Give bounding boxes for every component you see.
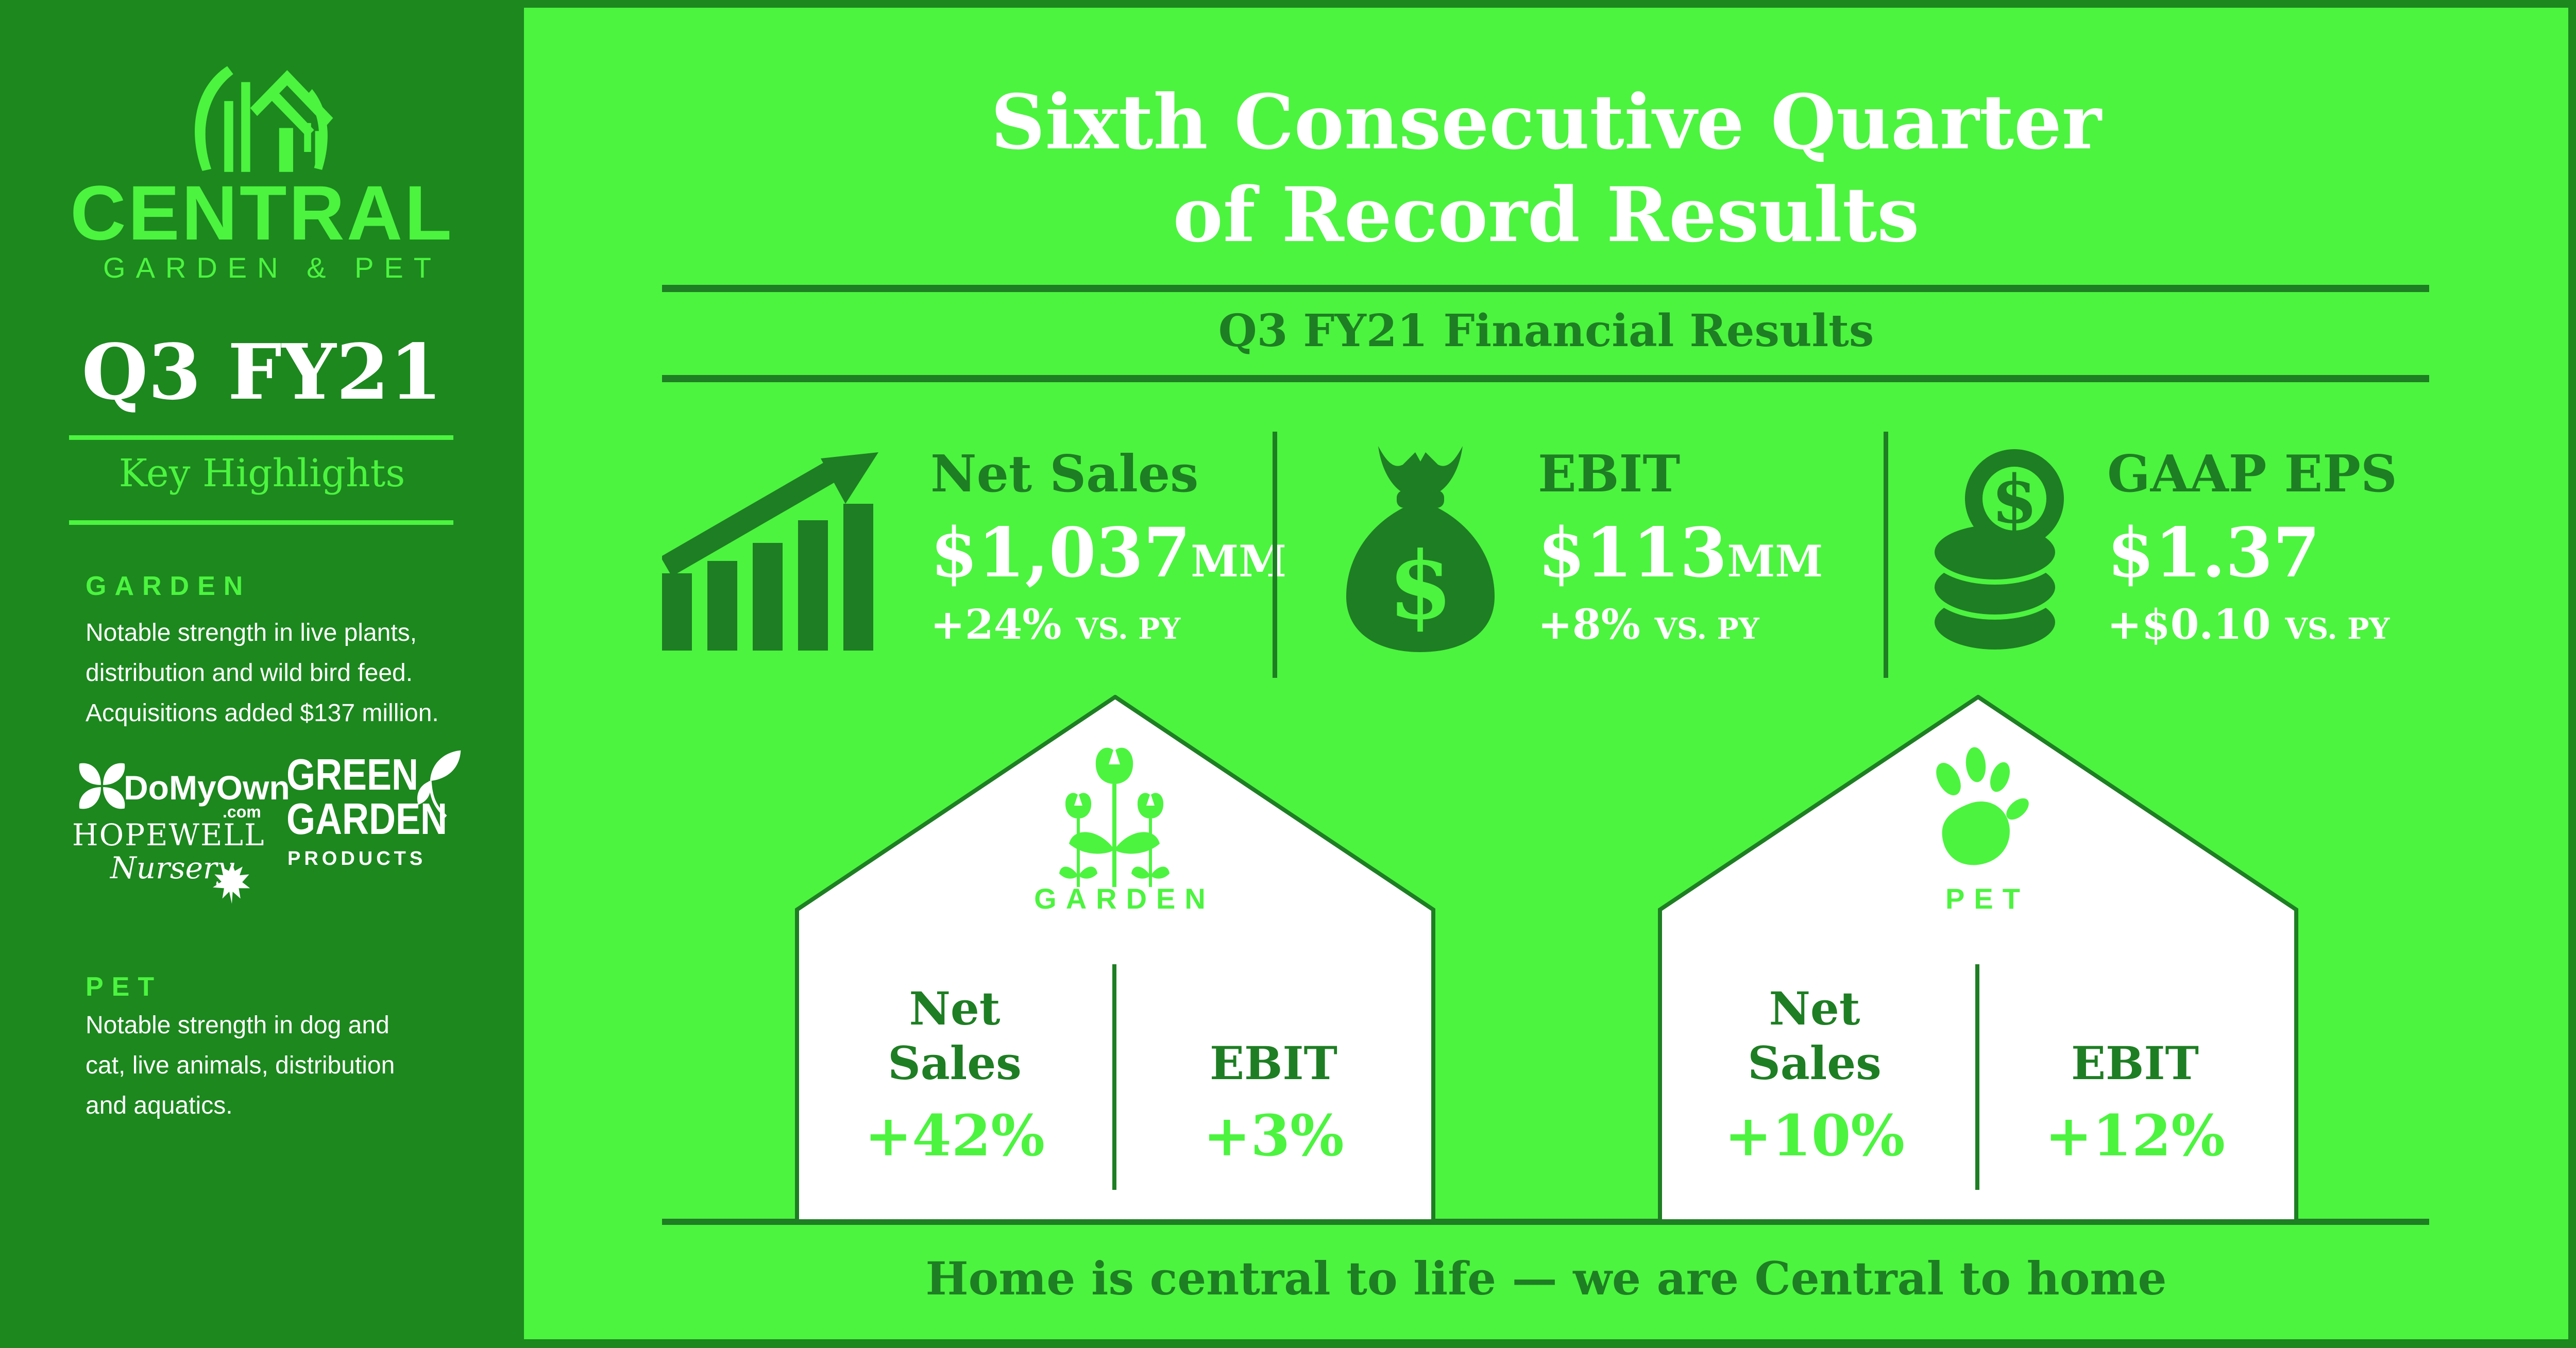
- kpi-gaap-eps-label: GAAP EPS: [2107, 445, 2397, 504]
- kpi-gaap-eps-amount: $1.37: [2107, 513, 2320, 593]
- pet-net-sales-label-text: Net Sales: [1748, 982, 1882, 1090]
- kpi-ebit-amount: $113: [1538, 513, 1727, 593]
- subtitle-rule-bottom: [662, 375, 2429, 382]
- kpi-net-sales: Net Sales $1,037MM +24% vs. PY: [930, 445, 1286, 645]
- garden-ebit-label-text: EBIT: [1209, 1036, 1338, 1090]
- kpi-gaap-eps-value: $1.37: [2107, 519, 2468, 587]
- tulips-icon: [1059, 747, 1170, 887]
- hopewell-nursery-script: Nursery: [110, 850, 234, 885]
- garden-stats-divider: [1112, 964, 1116, 1190]
- kpi-gaap-eps-delta-suffix: vs. PY: [2285, 612, 2390, 646]
- greengarden-line1: GREEN: [286, 750, 419, 799]
- logo-brand-name: CENTRAL: [70, 169, 454, 256]
- pet-section-body: Notable strength in dog and cat, live an…: [86, 1012, 395, 1119]
- domyown-petals-icon: [79, 763, 125, 809]
- quarter-title: Q3 FY21: [81, 327, 443, 417]
- subtitle: Q3 FY21 Financial Results: [1218, 305, 1874, 357]
- greengarden-line3: PRODUCTS: [287, 848, 427, 869]
- page-title-line1: Sixth Consecutive Quarter: [991, 78, 2102, 166]
- kpi-ebit-delta-suffix: vs. PY: [1654, 612, 1759, 646]
- pet-segment-name: PET: [1945, 882, 2029, 915]
- kpi-net-sales-amount: $1,037: [930, 513, 1191, 593]
- garden-segment-name: GARDEN: [1034, 882, 1215, 915]
- kpi-divider-1: [1273, 432, 1277, 678]
- garden-house-shape: [795, 695, 1435, 1223]
- subtitle-rule-top: [662, 285, 2429, 292]
- kpi-gaap-eps: GAAP EPS $1.37 +$0.10 vs. PY: [2107, 449, 2468, 645]
- key-highlights-title: Key Highlights: [118, 451, 405, 496]
- greengarden-line2: GARDEN: [286, 795, 448, 844]
- kpi-ebit: EBIT $113MM +8% vs. PY: [1538, 449, 1868, 645]
- kpi-net-sales-unit: MM: [1191, 536, 1287, 587]
- page-title: Sixth Consecutive Quarter of Record Resu…: [524, 76, 2568, 262]
- pet-section-heading: PET: [86, 972, 163, 1002]
- kpi-ebit-label: EBIT: [1538, 445, 1681, 504]
- domyown-com-suffix: .com: [223, 803, 261, 821]
- pet-house-shape: [1658, 695, 2298, 1223]
- kpi-ebit-delta-value: +8%: [1538, 600, 1640, 649]
- garden-ebit-label: EBIT: [1196, 981, 1351, 1090]
- garden-ebit-value: +3%: [1203, 1102, 1344, 1169]
- garden-net-sales-value: +42%: [865, 1102, 1045, 1169]
- kpi-divider-2: [1884, 432, 1888, 678]
- pet-net-sales-label: Net Sales: [1737, 981, 1892, 1090]
- pet-net-sales-value: +10%: [1724, 1102, 1905, 1169]
- sidebar-divider-top: [69, 435, 453, 440]
- kpi-ebit-delta: +8% vs. PY: [1538, 604, 1868, 645]
- kpi-net-sales-value: $1,037MM: [930, 519, 1286, 587]
- page-title-line2: of Record Results: [1173, 171, 1920, 259]
- kpi-net-sales-label: Net Sales: [930, 445, 1199, 504]
- tagline: Home is central to life — we are Central…: [925, 1252, 2167, 1305]
- hopewell-maple-leaf-icon: [213, 863, 250, 904]
- kpi-ebit-unit: MM: [1727, 536, 1823, 587]
- kpi-net-sales-delta: +24% vs. PY: [930, 604, 1281, 645]
- pet-ebit-label-text: EBIT: [2071, 1036, 2199, 1090]
- garden-section-heading: GARDEN: [86, 571, 251, 601]
- garden-section-body: Notable strength in live plants, distrib…: [86, 619, 439, 727]
- coins-icon: $: [1929, 449, 2064, 653]
- greengarden-leaves-icon: [417, 750, 461, 818]
- sidebar: CENTRAL GARDEN & PET Q3 FY21 Key Highlig…: [0, 0, 524, 1348]
- bar-chart-icon: [662, 452, 878, 651]
- kpi-gaap-eps-delta-value: +$0.10: [2107, 600, 2271, 649]
- svg-text:$: $: [1388, 532, 1452, 640]
- hopewell-wordmark: HOPEWELL: [72, 817, 265, 852]
- pet-ebit-label: EBIT: [2058, 981, 2212, 1090]
- garden-net-sales-label: Net Sales: [877, 981, 1032, 1090]
- kpi-net-sales-delta-value: +24%: [930, 600, 1062, 649]
- paw-icon: [1936, 747, 2029, 865]
- central-logo-house-icon: [195, 66, 333, 172]
- pet-stats-divider: [1975, 964, 1979, 1190]
- kpi-ebit-value: $113MM: [1538, 519, 1868, 587]
- money-bag-icon: $: [1346, 446, 1495, 652]
- pet-ebit-value: +12%: [2045, 1102, 2225, 1169]
- kpi-gaap-eps-delta: +$0.10 vs. PY: [2107, 604, 2468, 645]
- svg-text:$: $: [1991, 461, 2037, 538]
- garden-net-sales-label-text: Net Sales: [888, 982, 1022, 1090]
- domyown-wordmark: DoMyOwn: [124, 769, 290, 807]
- sidebar-divider-bottom: [69, 520, 453, 525]
- logo-sub-name: GARDEN & PET: [103, 251, 442, 284]
- kpi-net-sales-delta-suffix: vs. PY: [1076, 612, 1181, 646]
